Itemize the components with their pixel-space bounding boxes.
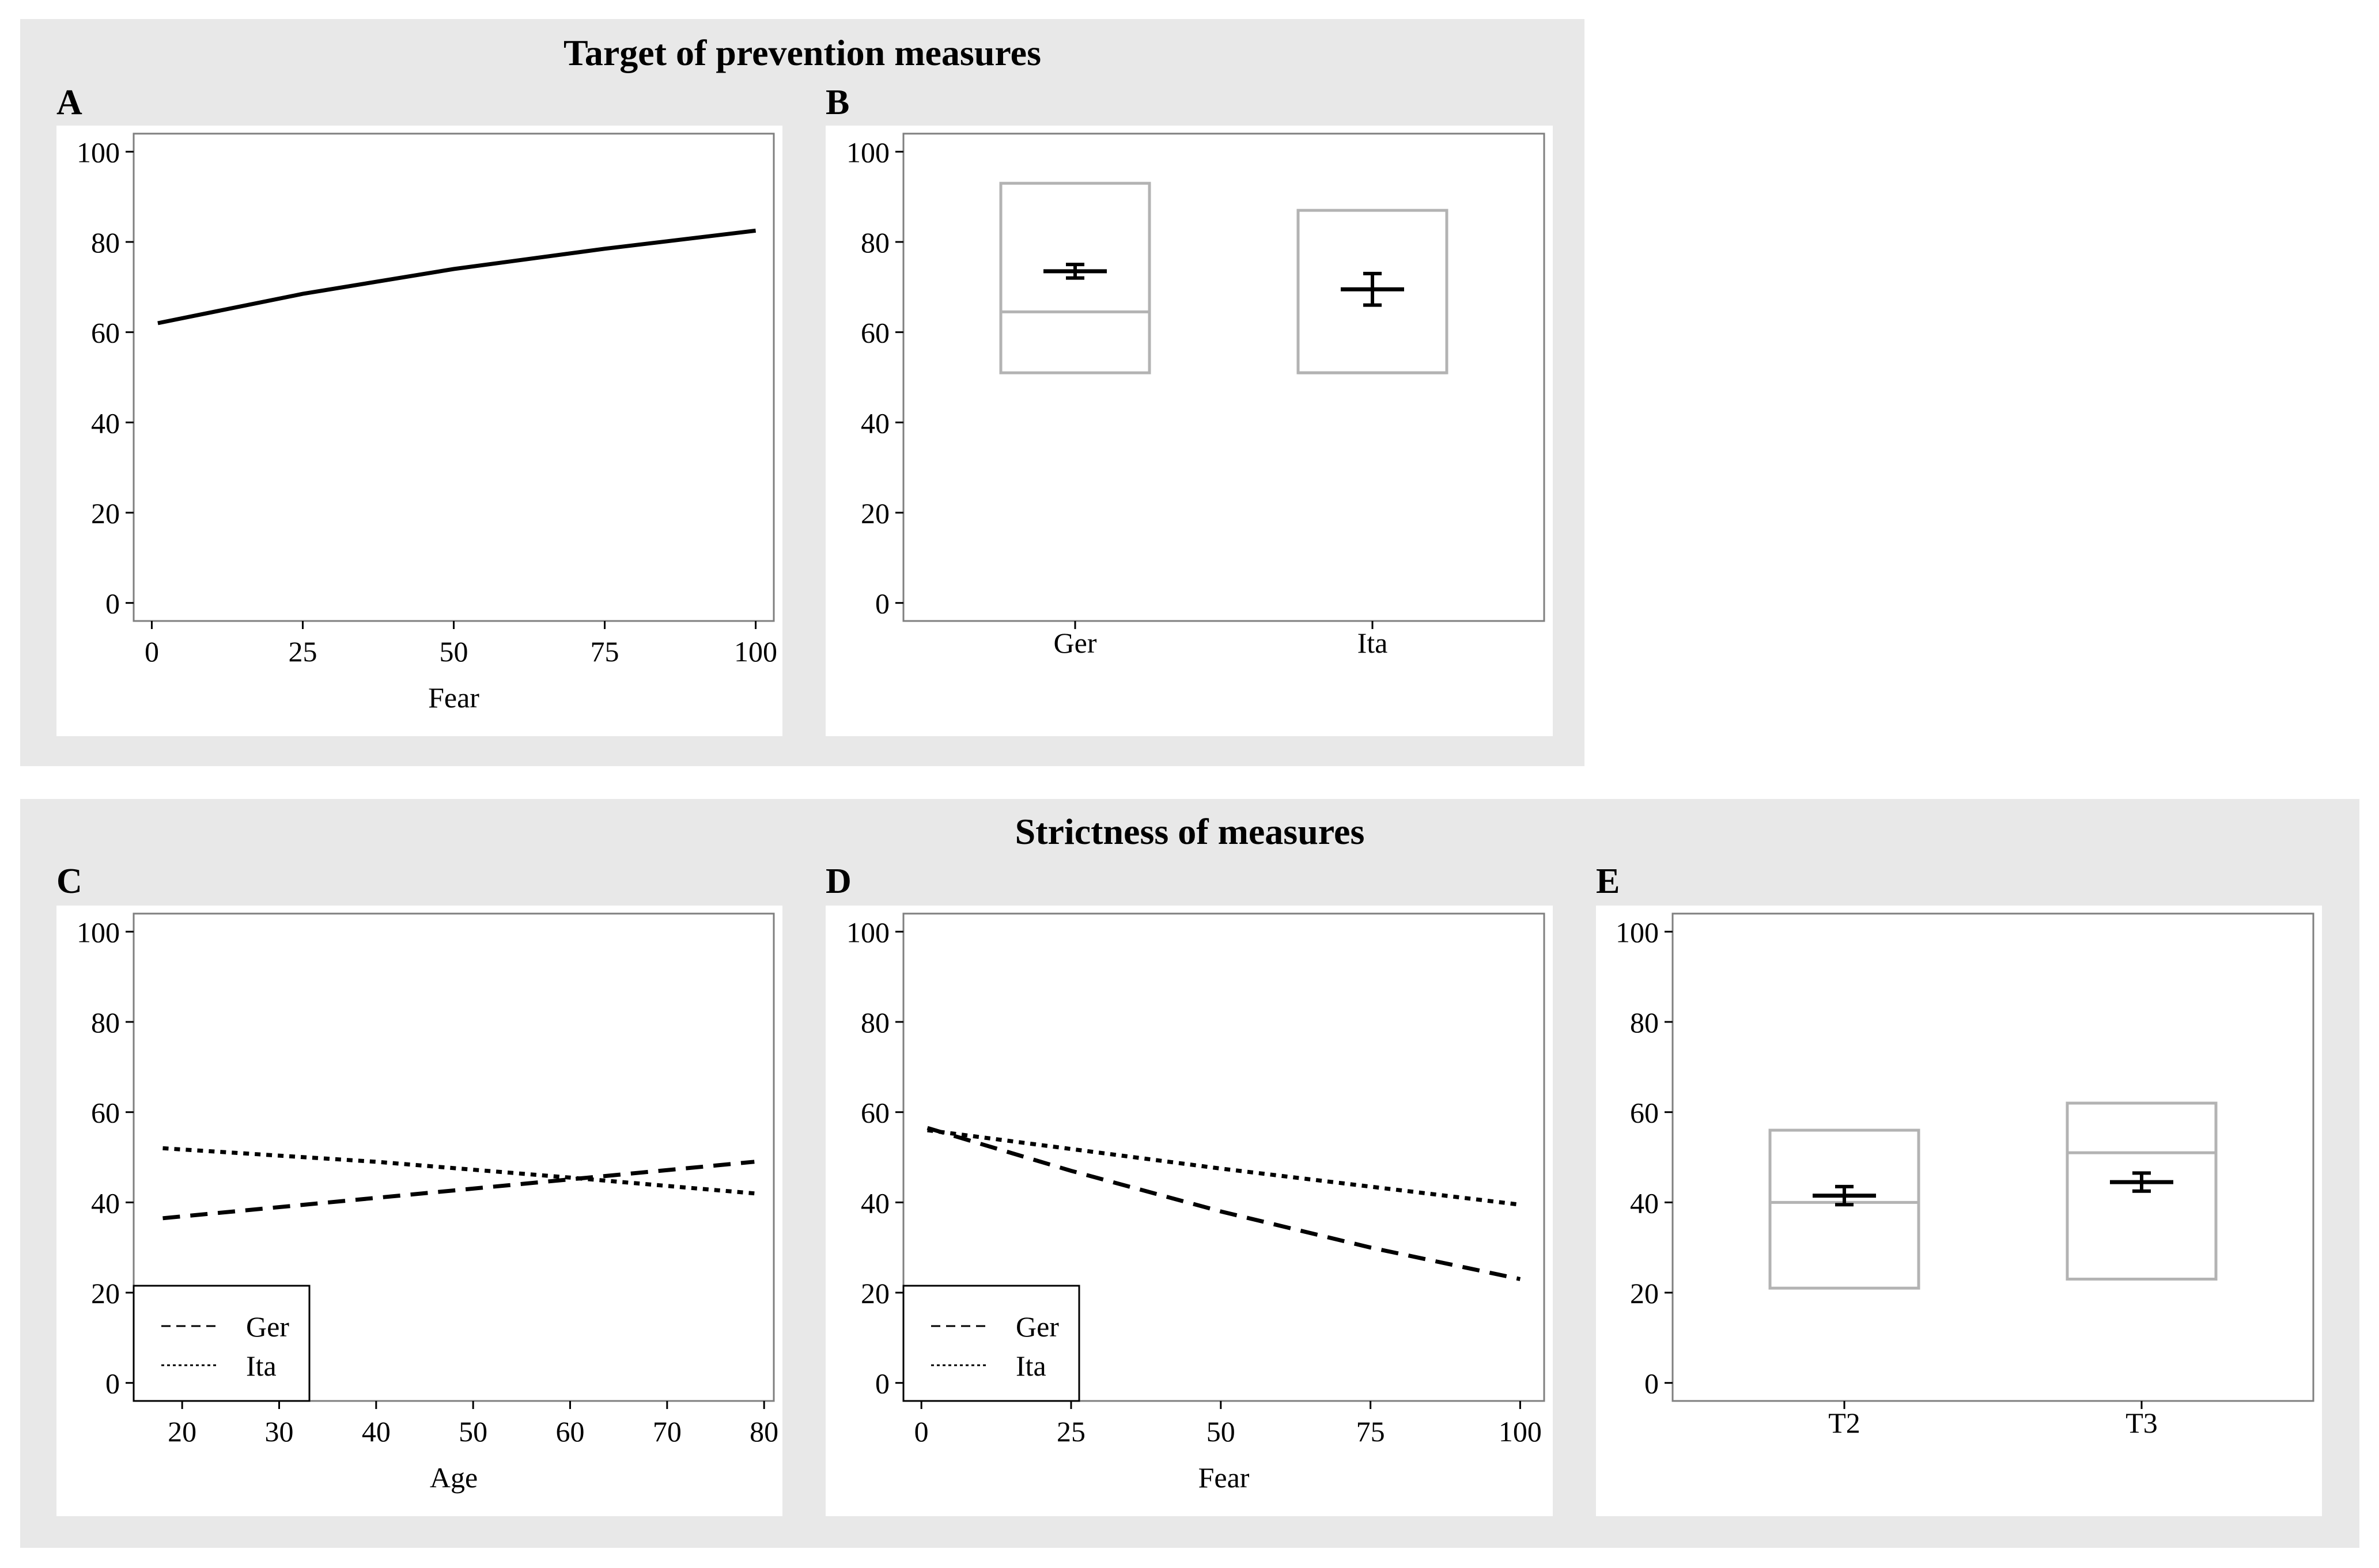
y-tick-label-c-80: 80: [91, 1006, 120, 1039]
panel-label-e: E: [1596, 862, 1620, 901]
legend-box-c: [133, 1285, 311, 1402]
y-tick-label-e-40: 40: [1630, 1187, 1659, 1219]
x-tick-label-c-80: 80: [750, 1415, 778, 1448]
plot-frame-c: [133, 912, 775, 1402]
panel-label-b: B: [826, 83, 850, 122]
bottom-group-title: Strictness of measures: [1015, 811, 1365, 852]
y-tick-label-a-80: 80: [91, 226, 120, 259]
panel-c: [56, 906, 782, 1516]
panel-label-d: D: [826, 862, 852, 901]
series-line-c-ger: [162, 1160, 755, 1221]
y-tick-label-a-60: 60: [91, 317, 120, 349]
legend-label-d-ger: Ger: [1016, 1311, 1059, 1343]
x-tick-label-c-40: 40: [362, 1415, 391, 1448]
y-tick-label-e-60: 60: [1630, 1097, 1659, 1129]
x-tick-label-d-0: 0: [914, 1415, 929, 1448]
y-tick-label-c-0: 0: [105, 1368, 120, 1400]
x-tick-label-d-75: 75: [1356, 1415, 1385, 1448]
legend-label-c-ger: Ger: [246, 1311, 289, 1343]
plot-frame-d: [902, 912, 1545, 1402]
plot-frame-a: [133, 132, 775, 622]
x-axis-label-d: Fear: [1198, 1461, 1250, 1494]
y-tick-label-a-0: 0: [105, 588, 120, 620]
chart-b: [895, 132, 1545, 629]
panel-a: [56, 126, 782, 736]
chart-c: [126, 912, 775, 1409]
series-line-d-ita: [927, 1128, 1521, 1207]
y-tick-label-c-40: 40: [91, 1187, 120, 1219]
y-tick-label-b-0: 0: [875, 588, 890, 620]
x-tick-label-c-30: 30: [265, 1415, 294, 1448]
y-tick-label-e-0: 0: [1644, 1368, 1659, 1400]
x-tick-label-d-100: 100: [1499, 1415, 1542, 1448]
x-tick-label-c-60: 60: [556, 1415, 585, 1448]
y-tick-label-c-60: 60: [91, 1097, 120, 1129]
panel-d: [826, 906, 1553, 1516]
series-line-c-ita: [162, 1146, 755, 1196]
plot-frame-e: [1671, 912, 2314, 1402]
y-tick-label-e-100: 100: [1616, 916, 1659, 948]
y-tick-label-d-60: 60: [861, 1097, 890, 1129]
top-group-title: Target of prevention measures: [563, 32, 1041, 73]
x-axis-label-a: Fear: [428, 681, 479, 714]
panel-label-c: C: [56, 862, 82, 901]
box-b-ger: [999, 181, 1151, 374]
plot-frame-b: [902, 132, 1545, 622]
x-tick-label-a-0: 0: [145, 635, 159, 668]
x-axis-label-c: Age: [430, 1461, 478, 1494]
series-line-a-0: [157, 228, 757, 325]
y-tick-label-a-40: 40: [91, 407, 120, 439]
y-tick-label-d-100: 100: [846, 916, 890, 948]
y-tick-label-b-80: 80: [861, 226, 890, 259]
y-tick-label-d-20: 20: [861, 1277, 890, 1309]
y-tick-label-c-100: 100: [77, 916, 120, 948]
x-tick-label-a-25: 25: [288, 635, 317, 668]
y-tick-label-a-100: 100: [77, 136, 120, 168]
y-tick-label-b-60: 60: [861, 317, 890, 349]
x-tick-label-c-50: 50: [459, 1415, 487, 1448]
y-tick-label-b-100: 100: [846, 136, 890, 168]
y-tick-label-e-80: 80: [1630, 1006, 1659, 1039]
x-tick-label-e-t2: T2: [1828, 1407, 1860, 1439]
box-e-t2: [1768, 1128, 1920, 1290]
x-tick-label-b-ita: Ita: [1357, 627, 1388, 659]
y-tick-label-d-0: 0: [875, 1368, 890, 1400]
series-line-d-ger: [926, 1126, 1521, 1281]
y-tick-label-a-20: 20: [91, 497, 120, 529]
legend-label-c-ita: Ita: [246, 1350, 277, 1382]
y-tick-label-b-40: 40: [861, 407, 890, 439]
x-tick-label-a-75: 75: [591, 635, 619, 668]
y-tick-label-d-80: 80: [861, 1006, 890, 1039]
chart-e: [1665, 912, 2314, 1409]
panel-label-a: A: [56, 83, 82, 122]
x-tick-label-c-20: 20: [168, 1415, 196, 1448]
legend-box-d: [902, 1285, 1080, 1402]
legend-label-d-ita: Ita: [1016, 1350, 1046, 1382]
x-tick-label-d-25: 25: [1057, 1415, 1086, 1448]
y-tick-label-c-20: 20: [91, 1277, 120, 1309]
box-e-t3: [2066, 1101, 2218, 1281]
x-tick-label-a-50: 50: [440, 635, 468, 668]
y-tick-label-d-40: 40: [861, 1187, 890, 1219]
chart-d: [895, 912, 1545, 1409]
y-tick-label-e-20: 20: [1630, 1277, 1659, 1309]
x-tick-label-b-ger: Ger: [1054, 627, 1097, 659]
panel-e: [1596, 906, 2322, 1516]
x-tick-label-a-100: 100: [734, 635, 777, 668]
x-tick-label-e-t3: T3: [2125, 1407, 2158, 1439]
x-tick-label-d-50: 50: [1206, 1415, 1235, 1448]
panel-b: [826, 126, 1553, 736]
x-tick-label-c-70: 70: [653, 1415, 682, 1448]
y-tick-label-b-20: 20: [861, 497, 890, 529]
chart-a: [126, 132, 775, 629]
